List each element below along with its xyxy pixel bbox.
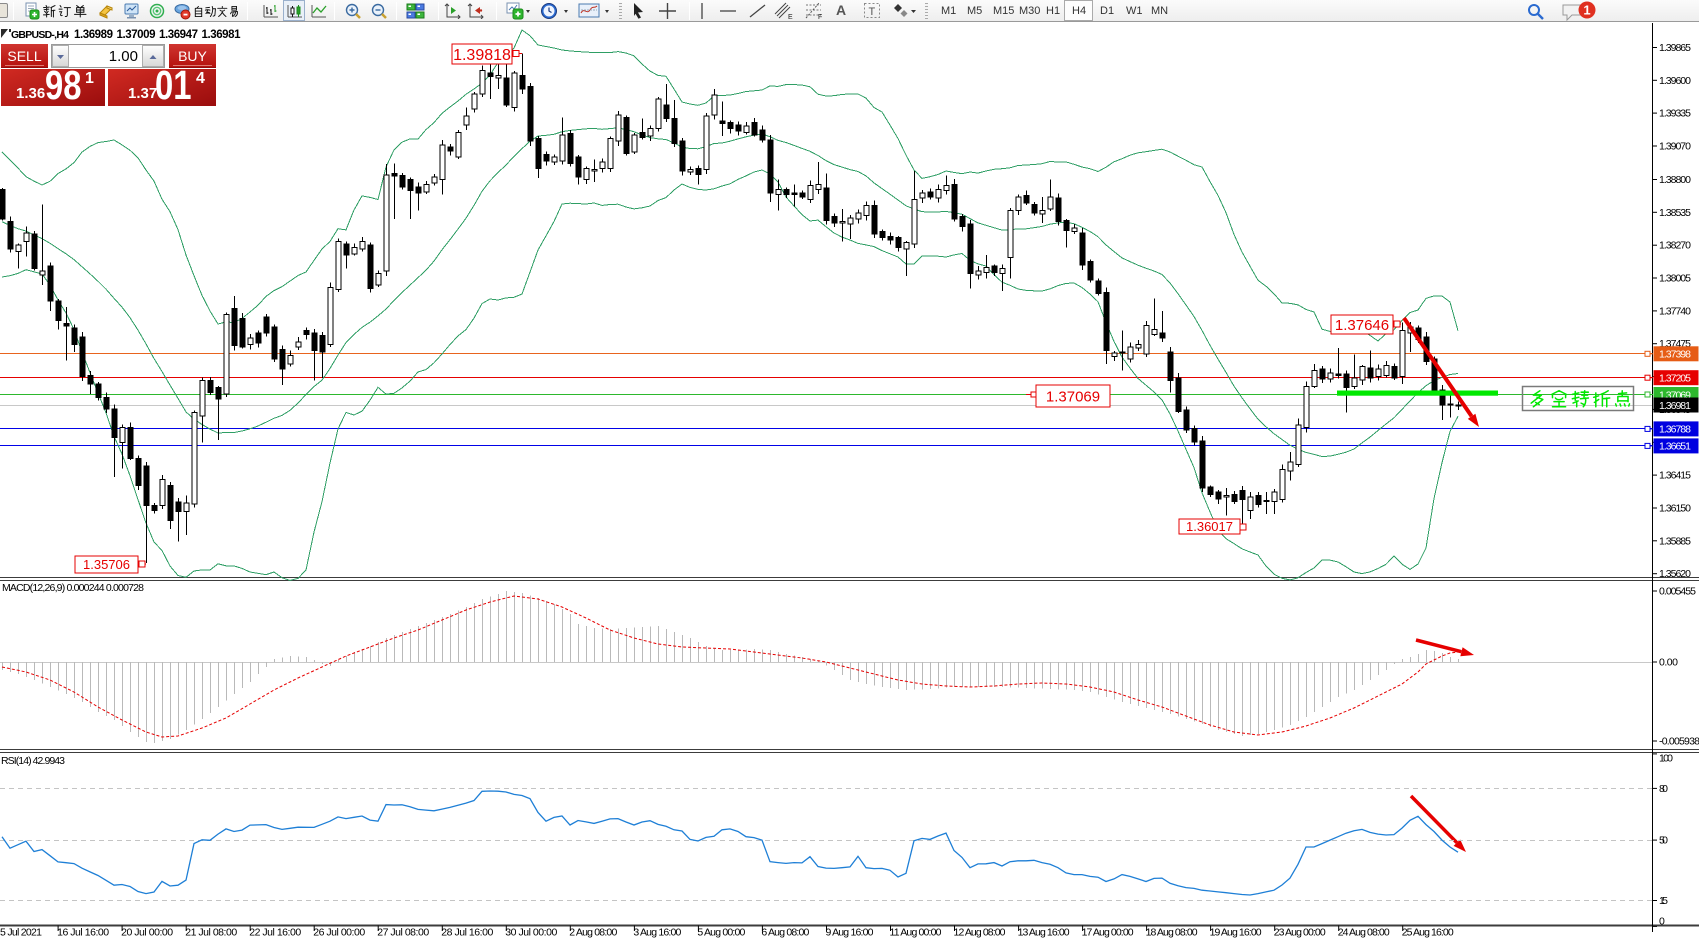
svg-text:GBPUSD-,H4: GBPUSD-,H4: [11, 29, 69, 41]
svg-text:28 Jul 16:00: 28 Jul 16:00: [441, 927, 493, 939]
svg-text:RSI(14) 42.9943: RSI(14) 42.9943: [1, 755, 65, 767]
svg-text:1.36017: 1.36017: [1186, 519, 1233, 534]
svg-text:5 Aug 00:00: 5 Aug 00:00: [697, 927, 745, 939]
svg-text:5 Jul 2021: 5 Jul 2021: [0, 927, 42, 939]
svg-text:6 Aug 08:00: 6 Aug 08:00: [761, 927, 809, 939]
svg-text:1.37740: 1.37740: [1659, 305, 1691, 317]
svg-text:13 Aug 16:00: 13 Aug 16:00: [1018, 927, 1070, 939]
svg-text:1.38270: 1.38270: [1659, 240, 1691, 252]
svg-text:1.38535: 1.38535: [1659, 207, 1691, 219]
svg-text:MACD(12,26,9) 0.000244 0.00072: MACD(12,26,9) 0.000244 0.000728: [2, 582, 144, 594]
svg-text:1.37398: 1.37398: [1659, 349, 1691, 361]
svg-text:1.35620: 1.35620: [1659, 568, 1691, 580]
svg-text:1.37069: 1.37069: [1046, 388, 1100, 405]
svg-text:0: 0: [1659, 916, 1665, 928]
svg-text:0.005455: 0.005455: [1659, 586, 1696, 598]
svg-text:19 Aug 16:00: 19 Aug 16:00: [1210, 927, 1262, 939]
svg-text:F: F: [818, 14, 822, 20]
svg-text:1.36150: 1.36150: [1659, 503, 1691, 515]
svg-text:1.36415: 1.36415: [1659, 470, 1691, 482]
svg-text:18 Aug 08:00: 18 Aug 08:00: [1146, 927, 1198, 939]
svg-text:1.36947: 1.36947: [159, 29, 198, 41]
svg-text:22 Jul 16:00: 22 Jul 16:00: [249, 927, 301, 939]
svg-text:1.39335: 1.39335: [1659, 108, 1691, 120]
svg-text:1.35706: 1.35706: [83, 557, 130, 572]
svg-text:17 Aug 00:00: 17 Aug 00:00: [1082, 927, 1134, 939]
svg-text:E: E: [788, 14, 793, 21]
svg-text:1.36788: 1.36788: [1659, 424, 1691, 436]
svg-text:1.36981: 1.36981: [1659, 400, 1691, 412]
svg-text:1.37205: 1.37205: [1659, 373, 1691, 385]
svg-text:1.38005: 1.38005: [1659, 273, 1691, 285]
svg-text:25 Aug 16:00: 25 Aug 16:00: [1402, 927, 1454, 939]
svg-text:1.36981: 1.36981: [202, 29, 242, 41]
svg-text:1.35885: 1.35885: [1659, 535, 1691, 547]
svg-text:16 Jul 16:00: 16 Jul 16:00: [57, 927, 109, 939]
svg-text:23 Aug 00:00: 23 Aug 00:00: [1274, 927, 1326, 939]
svg-text:9 Aug 16:00: 9 Aug 16:00: [826, 927, 874, 939]
svg-text:3 Aug 16:00: 3 Aug 16:00: [633, 927, 681, 939]
svg-text:1: 1: [1583, 3, 1590, 18]
svg-text:1.36989: 1.36989: [74, 29, 113, 41]
svg-text:21 Jul 08:00: 21 Jul 08:00: [185, 927, 237, 939]
svg-text:1.38800: 1.38800: [1659, 174, 1691, 186]
svg-text:30 Jul 00:00: 30 Jul 00:00: [505, 927, 557, 939]
svg-text:2 Aug 08:00: 2 Aug 08:00: [569, 927, 617, 939]
svg-text:50: 50: [1659, 835, 1668, 847]
svg-text:1.39070: 1.39070: [1659, 141, 1691, 153]
svg-text:1.37646: 1.37646: [1335, 317, 1389, 334]
svg-text:11 Aug 00:00: 11 Aug 00:00: [890, 927, 942, 939]
svg-text:1.37009: 1.37009: [117, 29, 156, 41]
svg-text:26 Jul 00:00: 26 Jul 00:00: [313, 927, 365, 939]
svg-text:20 Jul 00:00: 20 Jul 00:00: [121, 927, 173, 939]
svg-text:12 Aug 08:00: 12 Aug 08:00: [954, 927, 1006, 939]
svg-text:1.39818: 1.39818: [453, 47, 511, 64]
svg-text:0.00: 0.00: [1659, 657, 1678, 669]
svg-text:15: 15: [1659, 895, 1668, 907]
svg-text:100: 100: [1659, 753, 1673, 765]
svg-text:T: T: [869, 6, 876, 18]
svg-text:1.39865: 1.39865: [1659, 42, 1691, 54]
svg-text:27 Jul 08:00: 27 Jul 08:00: [377, 927, 429, 939]
svg-text:-0.005938: -0.005938: [1659, 736, 1699, 748]
svg-text:80: 80: [1659, 783, 1668, 795]
svg-text:1.36651: 1.36651: [1659, 441, 1691, 453]
svg-text:24 Aug 08:00: 24 Aug 08:00: [1338, 927, 1390, 939]
svg-text:1.39600: 1.39600: [1659, 75, 1691, 87]
